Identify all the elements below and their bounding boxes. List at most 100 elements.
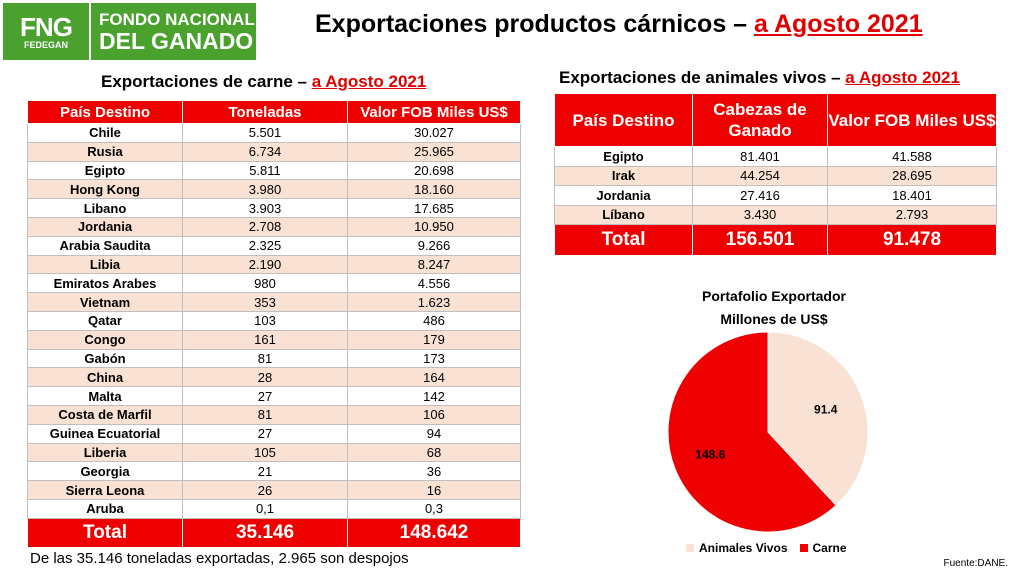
live-row: Irak 44.254 28.695 <box>554 165 997 186</box>
meat-table-title: Exportaciones de carne – a Agosto 2021 <box>101 72 426 92</box>
fob-value-cell: 94 <box>347 423 521 444</box>
meat-title-text: Exportaciones de carne – <box>101 72 312 91</box>
country-cell: Congo <box>27 329 183 350</box>
meat-row: Emiratos Arabes 980 4.556 <box>27 273 521 294</box>
meat-row: Hong Kong 3.980 18.160 <box>27 179 521 200</box>
total-quantity: 156.501 <box>692 224 828 256</box>
live-exports-table: País Destino Cabezas de Ganado Valor FOB… <box>554 93 997 256</box>
meat-row: Aruba 0,1 0,3 <box>27 498 521 519</box>
meat-row: Jordania 2.708 10.950 <box>27 216 521 237</box>
country-cell: Sierra Leona <box>27 480 183 500</box>
quantity-cell: 353 <box>182 292 348 312</box>
live-table-title: Exportaciones de animales vivos – a Agos… <box>559 68 960 88</box>
logo-mark: FNG FEDEGAN <box>3 3 91 60</box>
quantity-cell: 44.254 <box>692 165 828 186</box>
total-label: Total <box>554 224 693 256</box>
meat-row: Qatar 103 486 <box>27 310 521 331</box>
fob-value-cell: 18.160 <box>347 179 521 200</box>
quantity-cell: 980 <box>182 273 348 294</box>
footer-note: De las 35.146 toneladas exportadas, 2.96… <box>30 550 409 567</box>
country-cell: Georgia <box>27 461 183 482</box>
live-table-header: País Destino Cabezas de Ganado Valor FOB… <box>554 93 997 147</box>
live-total-row: Total 156.501 91.478 <box>554 224 997 256</box>
fob-value-cell: 36 <box>347 461 521 482</box>
fob-value-cell: 2.793 <box>827 204 997 225</box>
quantity-cell: 81.401 <box>692 146 828 167</box>
logo-wordmark: FONDO NACIONAL DEL GANADO <box>91 10 256 53</box>
country-cell: Egipto <box>554 146 693 167</box>
quantity-cell: 27.416 <box>692 185 828 206</box>
pie-data-label: 91.4 <box>814 402 838 416</box>
header-country: País Destino <box>27 100 183 124</box>
fob-value-cell: 16 <box>347 480 521 500</box>
quantity-cell: 81 <box>182 404 348 425</box>
quantity-cell: 3.903 <box>182 198 348 218</box>
country-cell: Liberia <box>27 442 183 463</box>
country-cell: Malta <box>27 386 183 406</box>
quantity-cell: 6.734 <box>182 141 348 162</box>
header-fob: Valor FOB Miles US$ <box>347 100 521 124</box>
country-cell: Egipto <box>27 160 183 181</box>
fob-value-cell: 173 <box>347 348 521 369</box>
quantity-cell: 27 <box>182 386 348 406</box>
live-title-text: Exportaciones de animales vivos – <box>559 68 846 87</box>
quantity-cell: 2.325 <box>182 235 348 256</box>
country-cell: Gabón <box>27 348 183 369</box>
quantity-cell: 105 <box>182 442 348 463</box>
fob-value-cell: 18.401 <box>827 185 997 206</box>
country-cell: Guinea Ecuatorial <box>27 423 183 444</box>
meat-row: Georgia 21 36 <box>27 461 521 482</box>
quantity-cell: 28 <box>182 367 348 388</box>
fob-value-cell: 8.247 <box>347 254 521 275</box>
country-cell: Arabia Saudita <box>27 235 183 256</box>
meat-total-row: Total 35.146 148.642 <box>27 517 521 548</box>
total-label: Total <box>27 517 183 548</box>
source-note: Fuente:DANE. <box>943 558 1008 569</box>
fob-value-cell: 41.588 <box>827 146 997 167</box>
live-row: Jordania 27.416 18.401 <box>554 185 997 206</box>
fob-value-cell: 30.027 <box>347 123 521 143</box>
legend-swatch <box>686 544 694 552</box>
quantity-cell: 21 <box>182 461 348 482</box>
meat-row: Gabón 81 173 <box>27 348 521 369</box>
country-cell: Jordania <box>554 185 693 206</box>
legend-item: Animales Vivos <box>686 541 788 555</box>
live-row: Líbano 3.430 2.793 <box>554 204 997 225</box>
quantity-cell: 5.811 <box>182 160 348 181</box>
meat-row: Costa de Marfil 81 106 <box>27 404 521 425</box>
legend-label: Animales Vivos <box>699 541 788 555</box>
meat-row: Malta 27 142 <box>27 386 521 406</box>
fob-value-cell: 68 <box>347 442 521 463</box>
logo-line-1: FONDO NACIONAL <box>99 10 255 29</box>
quantity-cell: 3.430 <box>692 204 828 225</box>
fob-value-cell: 0,3 <box>347 498 521 519</box>
meat-row: Vietnam 353 1.623 <box>27 292 521 312</box>
quantity-cell: 3.980 <box>182 179 348 200</box>
country-cell: Costa de Marfil <box>27 404 183 425</box>
meat-row: Liberia 105 68 <box>27 442 521 463</box>
meat-table-header: País Destino Toneladas Valor FOB Miles U… <box>27 100 521 124</box>
country-cell: China <box>27 367 183 388</box>
country-cell: Libia <box>27 254 183 275</box>
fob-value-cell: 106 <box>347 404 521 425</box>
fob-value-cell: 28.695 <box>827 165 997 186</box>
pie-slice-animales-vivos <box>767 331 869 506</box>
legend-swatch <box>799 544 808 552</box>
quantity-cell: 26 <box>182 480 348 500</box>
fob-value-cell: 20.698 <box>347 160 521 181</box>
fng-logo: FNG FEDEGAN FONDO NACIONAL DEL GANADO <box>3 3 256 60</box>
meat-row: Libia 2.190 8.247 <box>27 254 521 275</box>
country-cell: Irak <box>554 165 693 186</box>
fob-value-cell: 4.556 <box>347 273 521 294</box>
country-cell: Emiratos Arabes <box>27 273 183 294</box>
fob-value-cell: 10.950 <box>347 216 521 237</box>
pie-title-line-1: Portafolio Exportador <box>702 288 846 304</box>
quantity-cell: 27 <box>182 423 348 444</box>
meat-row: Sierra Leona 26 16 <box>27 480 521 500</box>
country-cell: Chile <box>27 123 183 143</box>
legend-item: Carne <box>799 541 847 555</box>
fob-value-cell: 142 <box>347 386 521 406</box>
total-fob-value: 91.478 <box>827 224 997 256</box>
quantity-cell: 103 <box>182 310 348 331</box>
legend-label: Carne <box>812 541 847 555</box>
